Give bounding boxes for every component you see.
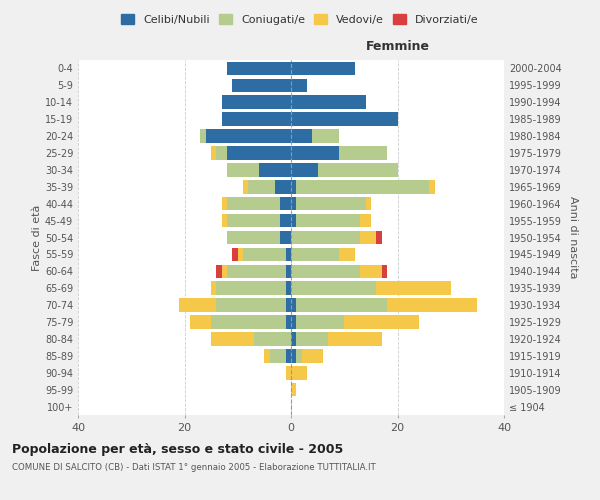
Bar: [211, 282, 217, 295]
Bar: [291, 146, 339, 160]
Bar: [248, 180, 275, 194]
Bar: [243, 248, 286, 261]
Bar: [291, 214, 296, 228]
Bar: [317, 163, 398, 176]
Bar: [360, 264, 382, 278]
Bar: [232, 78, 291, 92]
Bar: [179, 298, 217, 312]
Bar: [339, 146, 387, 160]
Bar: [291, 163, 317, 176]
Bar: [286, 282, 291, 295]
Bar: [280, 197, 291, 210]
Bar: [265, 349, 270, 362]
Bar: [217, 146, 227, 160]
Bar: [217, 282, 286, 295]
Bar: [344, 316, 419, 329]
Bar: [387, 298, 478, 312]
Bar: [291, 130, 313, 143]
Bar: [291, 282, 376, 295]
Bar: [376, 282, 451, 295]
Bar: [339, 248, 355, 261]
Bar: [302, 349, 323, 362]
Bar: [296, 214, 360, 228]
Bar: [291, 248, 339, 261]
Bar: [291, 349, 296, 362]
Bar: [291, 62, 355, 75]
Bar: [296, 316, 344, 329]
Bar: [296, 332, 328, 345]
Bar: [286, 248, 291, 261]
Bar: [286, 298, 291, 312]
Bar: [211, 146, 217, 160]
Bar: [291, 112, 398, 126]
Bar: [275, 180, 291, 194]
Bar: [291, 383, 296, 396]
Bar: [243, 180, 248, 194]
Bar: [227, 230, 280, 244]
Bar: [430, 180, 435, 194]
Bar: [291, 298, 296, 312]
Bar: [211, 332, 254, 345]
Bar: [291, 366, 307, 380]
Bar: [376, 230, 382, 244]
Bar: [291, 180, 296, 194]
Bar: [259, 163, 291, 176]
Bar: [296, 180, 430, 194]
Bar: [222, 197, 227, 210]
Bar: [286, 349, 291, 362]
Bar: [232, 248, 238, 261]
Bar: [313, 130, 339, 143]
Bar: [291, 96, 365, 109]
Bar: [286, 366, 291, 380]
Bar: [365, 197, 371, 210]
Bar: [296, 349, 302, 362]
Y-axis label: Fasce di età: Fasce di età: [32, 204, 42, 270]
Bar: [227, 264, 286, 278]
Bar: [296, 298, 387, 312]
Bar: [227, 214, 280, 228]
Bar: [280, 230, 291, 244]
Bar: [190, 316, 211, 329]
Bar: [222, 264, 227, 278]
Bar: [200, 130, 206, 143]
Bar: [280, 214, 291, 228]
Bar: [254, 332, 291, 345]
Bar: [291, 230, 360, 244]
Bar: [222, 112, 291, 126]
Y-axis label: Anni di nascita: Anni di nascita: [568, 196, 578, 279]
Text: Popolazione per età, sesso e stato civile - 2005: Popolazione per età, sesso e stato civil…: [12, 442, 343, 456]
Bar: [291, 316, 296, 329]
Bar: [286, 316, 291, 329]
Bar: [296, 197, 365, 210]
Bar: [227, 146, 291, 160]
Bar: [222, 214, 227, 228]
Bar: [291, 197, 296, 210]
Bar: [211, 316, 286, 329]
Bar: [328, 332, 382, 345]
Bar: [286, 264, 291, 278]
Bar: [222, 96, 291, 109]
Bar: [227, 197, 280, 210]
Bar: [238, 248, 243, 261]
Bar: [291, 264, 360, 278]
Bar: [360, 230, 376, 244]
Bar: [217, 264, 222, 278]
Bar: [206, 130, 291, 143]
Bar: [291, 78, 307, 92]
Legend: Celibi/Nubili, Coniugati/e, Vedovi/e, Divorziati/e: Celibi/Nubili, Coniugati/e, Vedovi/e, Di…: [118, 10, 482, 28]
Bar: [291, 332, 296, 345]
Bar: [227, 62, 291, 75]
Text: Femmine: Femmine: [365, 40, 430, 53]
Bar: [382, 264, 387, 278]
Bar: [270, 349, 286, 362]
Bar: [217, 298, 286, 312]
Bar: [360, 214, 371, 228]
Bar: [227, 163, 259, 176]
Text: COMUNE DI SALCITO (CB) - Dati ISTAT 1° gennaio 2005 - Elaborazione TUTTITALIA.IT: COMUNE DI SALCITO (CB) - Dati ISTAT 1° g…: [12, 462, 376, 471]
